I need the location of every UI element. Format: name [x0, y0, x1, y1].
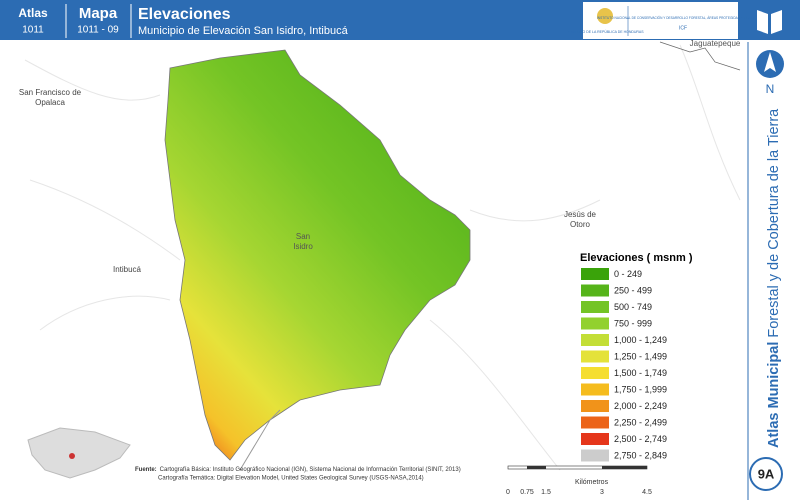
inset-map — [27, 427, 131, 479]
source-line: Cartografía Temática: Digital Elevation … — [158, 476, 424, 482]
legend-swatch — [581, 367, 609, 379]
legend-title: Elevaciones ( msnm ) — [580, 252, 693, 264]
sidebar-title-rest: Forestal y de Cobertura de la Tierra — [766, 108, 782, 338]
scale-segment — [527, 466, 546, 469]
sidebar-title: Atlas Municipal Forestal y de Cobertura d… — [766, 108, 782, 448]
scale-tick-label: 0 — [506, 489, 510, 496]
legend-label: 2,250 - 2,499 — [614, 417, 667, 427]
north-arrow — [764, 52, 776, 72]
source-label: Fuente: — [135, 467, 157, 473]
legend-swatch — [581, 400, 609, 412]
scale-tick-label: 3 — [600, 489, 604, 496]
legend-swatch — [581, 416, 609, 429]
source-line: Cartografía Básica: Instituto Geográfico… — [160, 467, 461, 473]
legend-label: 1,250 - 1,499 — [614, 351, 667, 361]
logo-acronym: ICF — [679, 25, 687, 31]
place-label: San Francisco de Opalaca — [18, 88, 82, 107]
legend-swatch — [581, 284, 609, 297]
map-code: 1011 - 09 — [77, 25, 119, 36]
legend-swatch — [581, 334, 609, 346]
title: Elevaciones — [138, 6, 231, 23]
legend-swatch — [581, 350, 609, 363]
legend-label: 2,750 - 2,849 — [614, 450, 667, 460]
place-label: Intibucá — [113, 265, 142, 274]
scale-tick-label: 4.5 — [642, 489, 652, 496]
legend-label: 0 - 249 — [614, 269, 642, 279]
legend-label: 500 - 749 — [614, 302, 652, 312]
map-label: Mapa — [79, 5, 118, 22]
road — [659, 41, 741, 71]
legend-swatch — [581, 268, 609, 280]
place-label-text: Jesús de Otoro — [563, 210, 597, 229]
emblem — [597, 8, 613, 24]
atlas-code: 1011 — [22, 25, 44, 36]
scale-tick-label: 0.75 — [520, 489, 534, 496]
logo-left: GOBIERNO DE LA REPÚBLICA DE HONDURAS — [566, 30, 644, 34]
legend-label: 1,000 - 1,249 — [614, 335, 667, 345]
atlas-label: Atlas — [18, 6, 48, 20]
legend-label: 250 - 499 — [614, 285, 652, 295]
legend-label: 1,500 - 1,749 — [614, 368, 667, 378]
municipality-area — [164, 49, 471, 461]
sidebar-title-bold: Atlas Municipal — [766, 342, 782, 448]
background-lines — [24, 44, 741, 471]
scale-segment — [602, 466, 647, 469]
legend-label: 1,750 - 1,999 — [614, 384, 667, 394]
book-icon — [757, 10, 782, 34]
subtitle: Municipio de Elevación San Isidro, Intib… — [138, 25, 349, 37]
place-label: Jaguatepeque — [690, 39, 741, 48]
place-label: Jesús de Otoro — [563, 210, 597, 229]
place-label-text: San Francisco de Opalaca — [18, 88, 82, 107]
legend-label: 750 - 999 — [614, 318, 652, 328]
legend-label: 2,500 - 2,749 — [614, 434, 667, 444]
legend-swatch — [581, 449, 609, 462]
legend-label: 2,000 - 2,249 — [614, 401, 667, 411]
logo-right: INSTITUTO NACIONAL DE CONSERVACIÓN Y DES… — [597, 15, 769, 20]
legend-swatch — [581, 317, 609, 330]
legend-swatch — [581, 383, 609, 396]
place-label: San Isidro — [293, 232, 313, 251]
scale-bar: 0 0.75 1.5 3 4.5 — [506, 465, 652, 496]
road — [239, 409, 281, 471]
inset-location — [69, 453, 75, 459]
legend-swatch — [581, 433, 609, 445]
page-number: 9A — [758, 466, 775, 481]
legend: 0 - 249 250 - 499 500 - 749 750 - 999 1,000 … — [581, 268, 667, 462]
scale-tick-label: 1.5 — [541, 489, 551, 496]
legend-swatch — [581, 301, 609, 313]
north-label: N — [766, 82, 775, 96]
page-badge — [749, 457, 783, 491]
source: Fuente: Cartografía Básica: Instituto Geo… — [135, 467, 461, 473]
scale-unit: Kilómetros — [575, 479, 609, 486]
place-label-text: San Isidro — [293, 232, 313, 251]
